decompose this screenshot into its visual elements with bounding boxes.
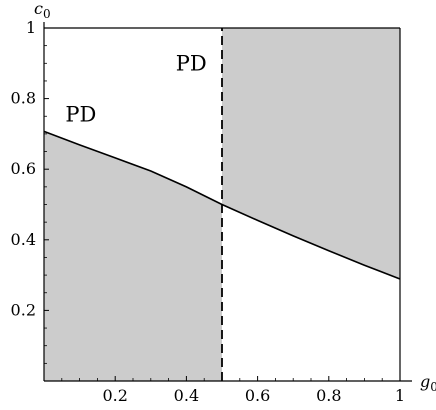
y-tick-label: 0.6 xyxy=(11,159,36,178)
x-axis-label-main: g xyxy=(420,372,430,391)
y-axis-label-main: c xyxy=(34,0,43,18)
y-axis-label: c0 xyxy=(34,0,51,21)
axes xyxy=(43,22,412,382)
y-tick-label: 0.8 xyxy=(11,89,36,108)
annotation-pd-1: PD xyxy=(65,103,96,127)
x-tick-label: 0.4 xyxy=(174,386,199,405)
x-tick-label: 0.2 xyxy=(102,386,127,405)
x-axis-label-sub: 0 xyxy=(430,380,436,394)
x-axis-label: g0 xyxy=(420,372,436,394)
x-tick-label: 0.6 xyxy=(245,386,270,405)
tick-labels: 0.2 0.4 0.6 0.8 1 0.2 0.4 0.6 0.8 1 xyxy=(11,18,406,405)
x-tick-label: 1 xyxy=(395,386,405,405)
shaded-regions xyxy=(44,28,400,381)
y-tick-label: 0.2 xyxy=(11,300,36,319)
shaded-region-1 xyxy=(44,131,222,381)
annotation-pd-2: PD xyxy=(176,51,207,75)
shaded-region-2 xyxy=(222,28,400,279)
y-tick-label: 1 xyxy=(26,18,36,37)
y-axis-label-sub: 0 xyxy=(43,7,51,21)
annotations: PD PD xyxy=(65,51,206,126)
x-tick-label: 0.8 xyxy=(316,386,341,405)
y-tick-label: 0.4 xyxy=(11,230,36,249)
